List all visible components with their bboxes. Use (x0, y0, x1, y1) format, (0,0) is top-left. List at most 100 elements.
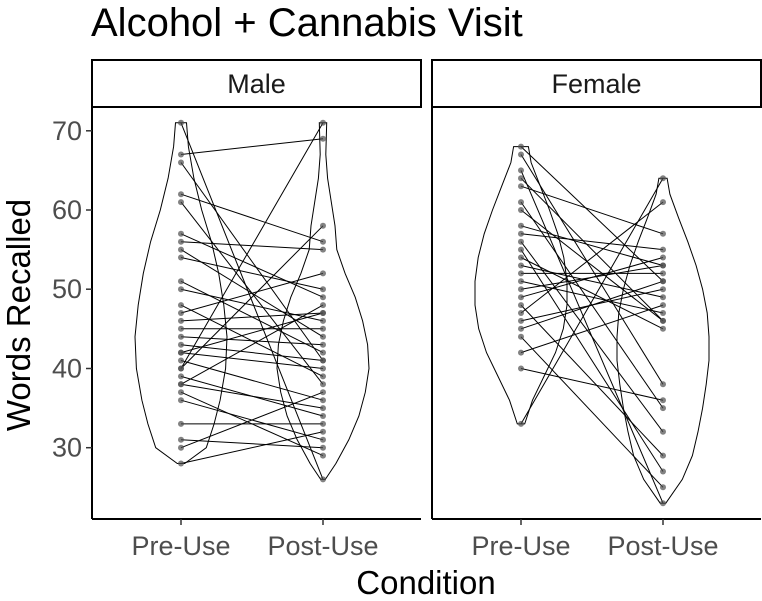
point-female-pre-6 (518, 207, 524, 213)
point-female-post-2 (660, 500, 666, 507)
pair-line-female-1 (520, 154, 664, 385)
y-tick-label-50: 50 (52, 274, 82, 304)
pair-line-female-24 (520, 178, 664, 425)
pair-line-male-15 (180, 336, 324, 346)
point-male-post-27 (320, 420, 326, 427)
panel-male: Male (91, 59, 422, 520)
point-female-post-22 (660, 302, 666, 309)
point-male-pre-26 (178, 397, 184, 404)
point-female-post-18 (660, 199, 666, 206)
pair-line-male-10 (180, 288, 324, 322)
point-female-post-13 (660, 270, 666, 277)
point-female-pre-20 (518, 325, 524, 332)
point-male-pre-16 (178, 341, 184, 348)
point-female-pre-11 (518, 254, 524, 261)
point-female-pre-9 (518, 238, 524, 245)
pair-line-female-11 (520, 257, 664, 330)
point-male-pre-27 (178, 420, 184, 427)
pair-line-female-7 (520, 225, 664, 266)
point-female-pre-5 (518, 199, 524, 206)
point-male-post-22 (320, 413, 326, 419)
point-male-post-15 (320, 341, 326, 348)
point-male-post-14 (320, 325, 326, 332)
point-male-post-4 (320, 381, 326, 388)
point-male-pre-10 (178, 286, 184, 293)
x-tick-label-female-0: Pre-Use (471, 531, 570, 561)
point-female-pre-22 (518, 349, 524, 356)
pair-line-male-16 (180, 344, 324, 361)
point-female-pre-7 (518, 222, 524, 229)
point-male-post-12 (320, 270, 326, 277)
point-male-post-24 (320, 302, 326, 309)
pair-line-male-0 (180, 122, 324, 480)
pair-line-female-0 (520, 146, 664, 282)
point-female-post-11 (660, 325, 666, 332)
strip-label-male: Male (227, 69, 286, 99)
pair-line-male-13 (180, 312, 324, 322)
point-female-pre-12 (518, 262, 524, 269)
point-male-post-1 (320, 135, 326, 142)
pair-line-male-2 (180, 162, 324, 361)
point-male-pre-1 (178, 151, 184, 158)
point-male-post-25 (320, 452, 326, 459)
point-female-pre-10 (518, 246, 524, 253)
point-male-pre-15 (178, 333, 184, 340)
pair-line-female-14 (520, 280, 664, 314)
x-tick-label-male-0: Pre-Use (131, 531, 230, 561)
point-female-pre-15 (518, 286, 524, 293)
violin-female-pre (474, 146, 568, 425)
point-female-post-9 (660, 428, 666, 435)
y-tick-label-70: 70 (52, 116, 82, 146)
point-female-pre-4 (518, 183, 524, 190)
y-tick-label-40: 40 (52, 354, 82, 384)
point-male-post-18 (320, 310, 326, 316)
point-male-pre-13 (178, 317, 184, 324)
point-female-post-24 (660, 175, 666, 182)
point-male-pre-6 (178, 238, 184, 245)
point-female-pre-0 (518, 143, 524, 150)
point-male-pre-9 (178, 278, 184, 285)
point-female-post-16 (660, 254, 666, 261)
pair-line-male-3 (180, 193, 324, 243)
point-male-post-0 (320, 476, 326, 483)
point-female-pre-21 (518, 333, 524, 340)
point-female-pre-2 (518, 167, 524, 174)
panel-female: Female (431, 59, 762, 520)
point-male-pre-12 (178, 310, 184, 316)
pair-line-female-20 (520, 280, 664, 330)
pair-line-male-1 (180, 138, 324, 155)
point-male-pre-19 (178, 357, 184, 364)
pair-line-male-20 (180, 225, 324, 369)
violin-male-pre (134, 122, 228, 464)
y-tick-label-60: 60 (52, 195, 82, 225)
x-tick-label-female-1: Post-Use (607, 531, 718, 561)
point-female-pre-18 (518, 310, 524, 316)
point-female-pre-13 (518, 270, 524, 277)
pair-line-female-17 (520, 304, 664, 456)
violins-female (474, 146, 710, 504)
point-female-post-8 (660, 246, 666, 253)
point-female-post-5 (660, 405, 666, 412)
point-male-post-7 (320, 333, 326, 340)
point-male-post-19 (320, 397, 326, 404)
pair-line-male-19 (180, 360, 324, 401)
pair-line-female-21 (520, 336, 664, 488)
pair-line-male-18 (180, 312, 324, 354)
pair-line-male-28 (180, 439, 324, 449)
pair-line-male-24 (180, 304, 324, 385)
point-male-post-5 (320, 294, 326, 301)
point-male-post-6 (320, 246, 326, 253)
point-male-pre-14 (178, 325, 184, 332)
point-male-post-10 (320, 317, 326, 324)
point-male-post-17 (320, 365, 326, 372)
strip-label-female: Female (551, 69, 641, 99)
point-female-post-23 (660, 397, 666, 404)
point-female-pre-17 (518, 302, 524, 309)
point-female-post-6 (660, 317, 666, 324)
points-male (178, 119, 326, 483)
point-female-post-12 (660, 294, 666, 301)
point-male-pre-28 (178, 436, 184, 443)
point-female-pre-3 (518, 175, 524, 182)
point-male-post-11 (320, 373, 326, 380)
